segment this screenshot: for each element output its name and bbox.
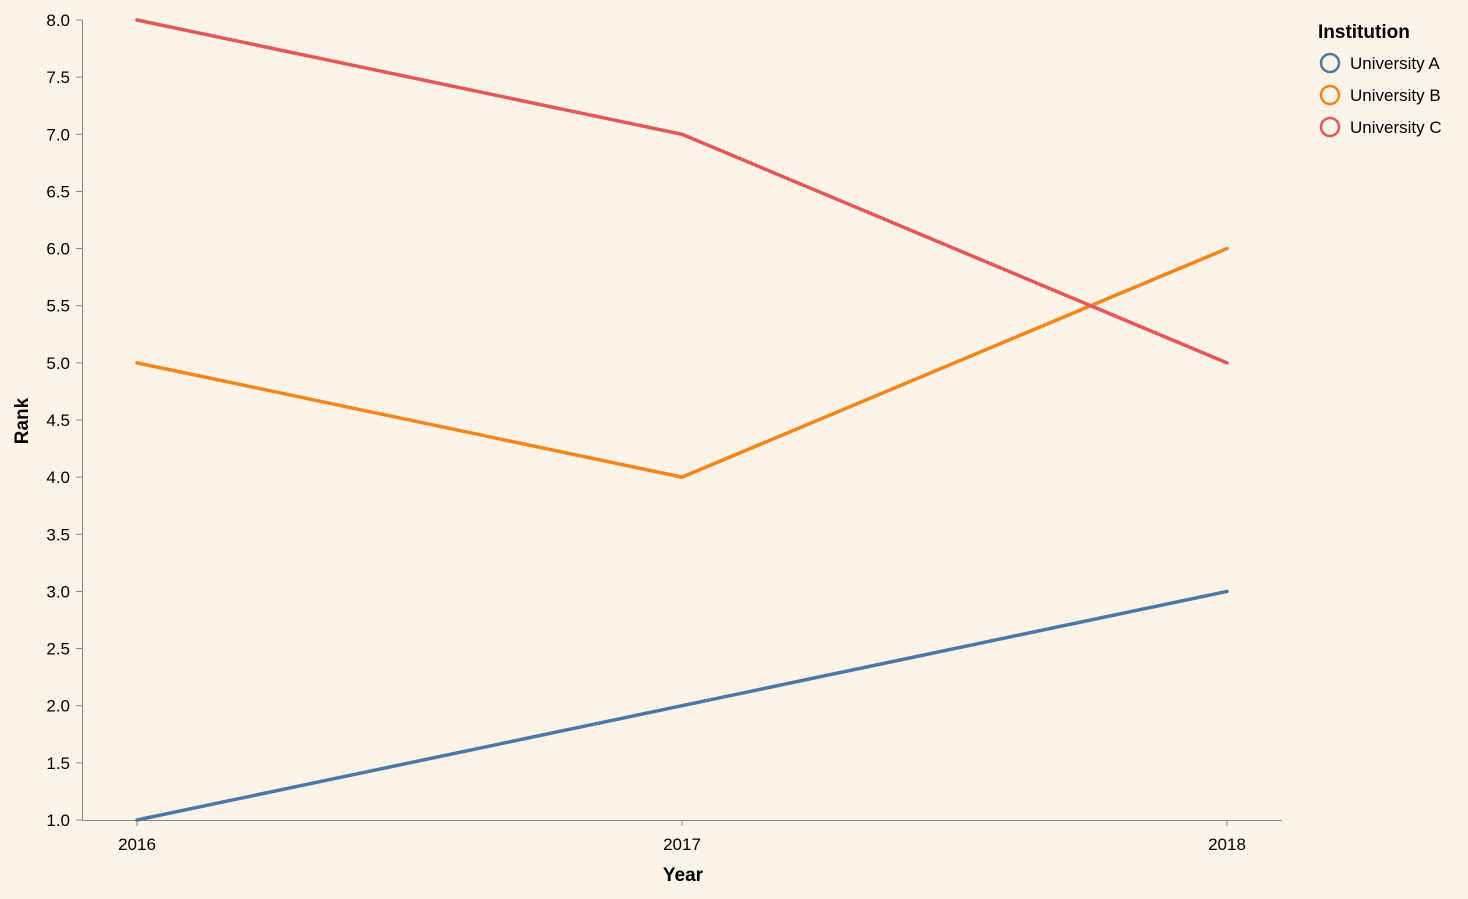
series-layer	[135, 18, 1229, 822]
y-tick-label: 3.5	[46, 525, 70, 544]
legend-item-university-c[interactable]: University C	[1319, 116, 1442, 138]
legend-symbol	[1319, 116, 1341, 138]
legend-symbol	[1319, 84, 1341, 106]
y-axis: 1.0 1.5 2.0 2.5 3.0 3.5 4.0 4.5 5.0 5.5 6.0 6.5 7.0 7…	[46, 11, 83, 830]
y-tick-label: 2.5	[46, 640, 70, 659]
y-axis-title: Rank	[12, 397, 33, 444]
y-tick-label: 8.0	[46, 11, 70, 30]
y-tick-label: 3.0	[46, 582, 70, 601]
y-tick-label: 6.0	[46, 240, 70, 259]
y-tick-label: 7.0	[46, 125, 70, 144]
x-tick-label: 2017	[663, 835, 701, 854]
y-tick-label: 4.5	[46, 411, 70, 430]
y-tick-label: 5.0	[46, 354, 70, 373]
x-axis-title: Year	[663, 865, 704, 886]
legend-items: University A University B University C	[1319, 52, 1442, 138]
y-tick-label: 6.5	[46, 182, 70, 201]
y-tick-label: 1.5	[46, 754, 70, 773]
x-axis: 2016 2017 2018	[82, 820, 1282, 854]
legend-label: University A	[1350, 54, 1440, 73]
legend-label: University B	[1350, 86, 1441, 105]
legend-item-university-b[interactable]: University B	[1319, 84, 1441, 106]
legend-title: Institution	[1318, 22, 1410, 43]
y-tick-label: 1.0	[46, 811, 70, 830]
y-tick-label: 5.5	[46, 297, 70, 316]
legend-symbol	[1319, 52, 1341, 74]
x-tick-label: 2016	[118, 835, 156, 854]
legend-label: University C	[1350, 118, 1442, 137]
legend-item-university-a[interactable]: University A	[1319, 52, 1440, 74]
y-tick-label: 4.0	[46, 468, 70, 487]
series-line-university-b	[135, 246, 1229, 479]
y-tick-label: 2.0	[46, 697, 70, 716]
series-line-university-c	[135, 18, 1229, 365]
x-tick-label: 2018	[1208, 835, 1246, 854]
series-line-university-a	[135, 589, 1229, 822]
y-tick-label: 7.5	[46, 68, 70, 87]
